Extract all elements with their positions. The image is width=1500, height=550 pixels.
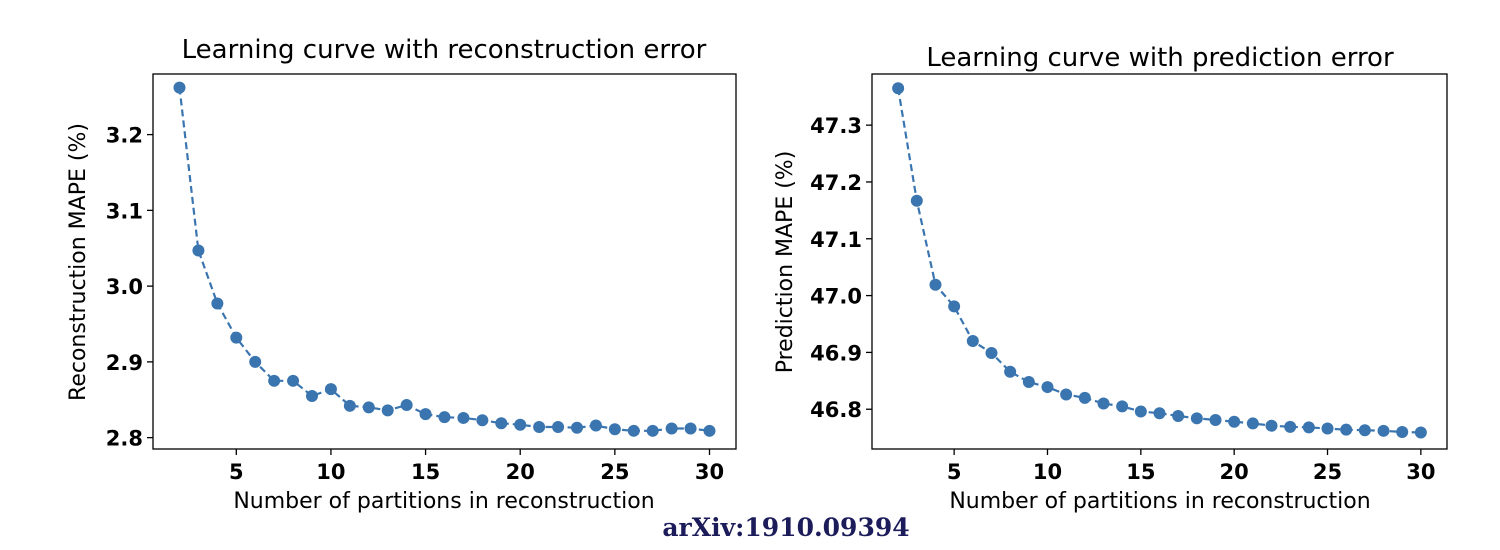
plot-frame (871, 73, 1448, 450)
data-point (419, 408, 432, 421)
x-axis-label: Number of partitions in reconstruction (949, 489, 1370, 514)
y-tick-label: 46.8 (810, 398, 862, 422)
data-point (552, 421, 565, 434)
data-point (1153, 407, 1166, 420)
data-point (684, 422, 697, 435)
arxiv-watermark: arXiv:1910.09394 (662, 513, 909, 542)
x-tick-label: 5 (229, 460, 244, 484)
chart-title: Learning curve with reconstruction error (182, 35, 707, 65)
data-point (571, 421, 583, 434)
data-point (438, 411, 451, 424)
y-tick-label: 47.3 (810, 114, 862, 138)
data-point (1377, 424, 1390, 437)
series-line (897, 88, 1421, 434)
prediction-chart: Learning curve with prediction error Num… (773, 43, 1448, 514)
data-point (306, 389, 318, 402)
series-line (178, 87, 710, 432)
y-tick-label: 2.8 (106, 427, 143, 451)
chart-title: Learning curve with prediction error (926, 43, 1394, 73)
data-point (1340, 423, 1353, 436)
data-point (966, 335, 979, 348)
x-tick-label: 15 (411, 460, 440, 484)
data-point (324, 383, 337, 396)
data-point (1190, 412, 1203, 425)
y-axis-label: Reconstruction MAPE (%) (66, 123, 91, 401)
data-point (514, 418, 527, 431)
x-tick-label: 15 (1126, 460, 1155, 484)
data-point (1246, 417, 1259, 430)
data-point (608, 423, 621, 436)
data-point (268, 374, 281, 387)
data-point (400, 399, 413, 412)
y-tick-label: 46.9 (810, 341, 862, 365)
data-point (1302, 421, 1315, 434)
y-tick-label: 2.9 (106, 351, 143, 375)
x-tick-label: 30 (1406, 460, 1435, 484)
data-point (476, 414, 489, 427)
data-point (646, 424, 659, 437)
data-point (948, 300, 961, 313)
data-point (1004, 365, 1017, 378)
data-point (495, 417, 508, 430)
data-point (249, 355, 262, 368)
data-point (1116, 400, 1129, 413)
data-point (457, 411, 470, 424)
data-point (1097, 397, 1110, 410)
data-point (1284, 420, 1297, 433)
data-point (1041, 381, 1054, 394)
y-tick-label: 47.0 (810, 285, 862, 309)
x-tick-label: 30 (695, 460, 724, 484)
x-axis-label: Number of partitions in reconstruction (233, 489, 654, 514)
x-tick-label: 5 (947, 460, 962, 484)
data-point (703, 424, 716, 437)
data-point (1228, 415, 1241, 428)
y-tick-label: 3.0 (106, 275, 143, 299)
data-point (665, 422, 678, 435)
data-point (211, 297, 224, 310)
x-tick-label: 25 (600, 460, 629, 484)
x-tick-label: 20 (506, 460, 535, 484)
data-point (589, 419, 602, 432)
data-point (1358, 424, 1371, 437)
y-tick-label: 47.2 (810, 171, 862, 195)
x-tick-label: 10 (1033, 460, 1062, 484)
data-point (1022, 375, 1035, 388)
data-point (1265, 419, 1278, 432)
data-point (192, 244, 205, 257)
data-point (1321, 422, 1334, 435)
y-tick-label: 47.1 (810, 228, 862, 252)
data-point (910, 194, 923, 207)
data-point (892, 82, 905, 95)
data-point (287, 374, 300, 387)
x-tick-label: 20 (1220, 460, 1249, 484)
y-tick-label: 3.2 (106, 124, 143, 148)
reconstruction-chart: Learning curve with reconstruction error… (66, 35, 737, 514)
data-point (533, 421, 546, 434)
data-point (343, 399, 356, 412)
x-tick-label: 10 (316, 460, 345, 484)
data-point (173, 81, 186, 94)
y-axis-label: Prediction MAPE (%) (773, 151, 798, 374)
data-point (929, 278, 942, 291)
data-point (985, 346, 998, 359)
data-point (627, 424, 640, 437)
data-point (1078, 391, 1091, 404)
data-point (1134, 405, 1147, 418)
data-point (230, 331, 243, 344)
x-tick-label: 25 (1313, 460, 1342, 484)
data-point (1209, 414, 1222, 427)
data-point (1396, 425, 1409, 438)
y-tick-label: 3.1 (106, 199, 143, 223)
data-point (381, 404, 394, 417)
data-point (1172, 410, 1185, 423)
plot-frame (152, 73, 737, 450)
data-point (1414, 426, 1427, 439)
data-point (362, 401, 375, 414)
data-point (1060, 388, 1073, 401)
